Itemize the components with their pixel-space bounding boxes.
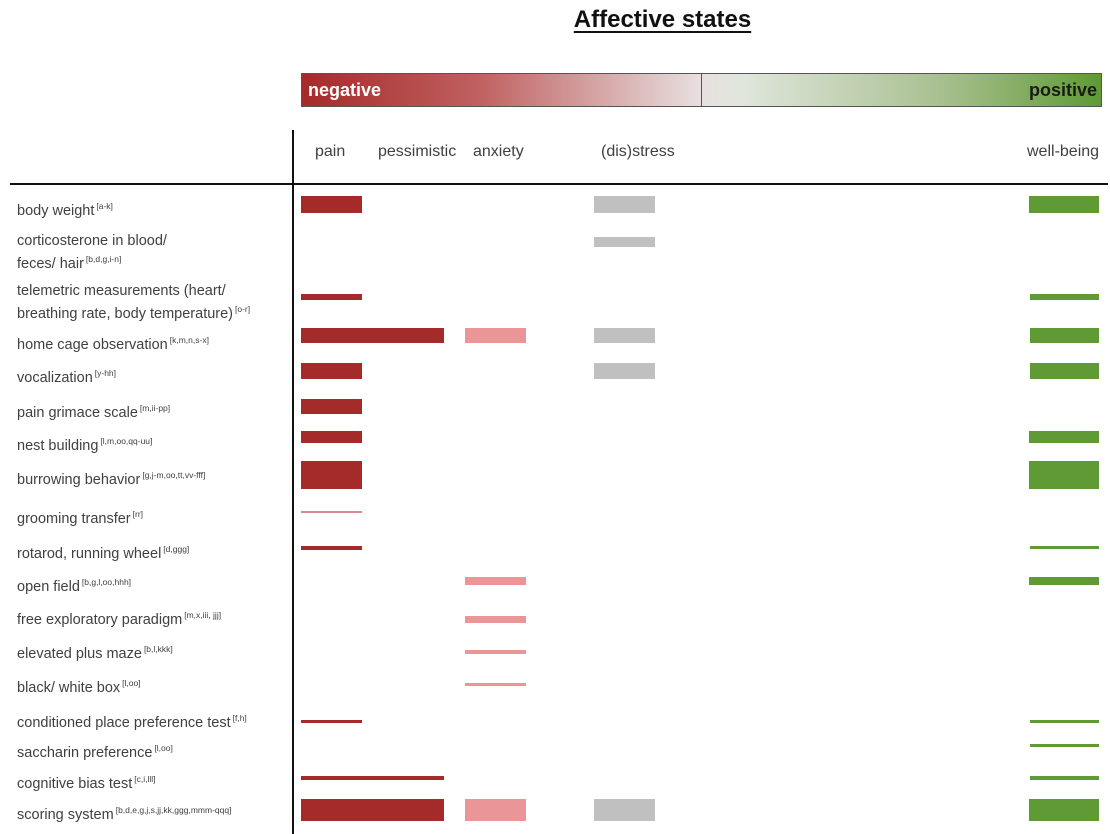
- reference-superscript: [y-hh]: [94, 368, 117, 378]
- indicator-bar-distress: [594, 196, 655, 213]
- indicator-bar-anxiety: [465, 577, 526, 585]
- row-label: grooming transfer [rr]: [17, 509, 144, 527]
- indicator-bar-wellbeing: [1029, 577, 1099, 585]
- reference-superscript: [rr]: [132, 509, 144, 519]
- reference-superscript: [m,ii-pp]: [139, 403, 171, 413]
- reference-superscript: [o-r]: [235, 304, 251, 314]
- indicator-bar-wellbeing: [1029, 799, 1099, 821]
- row-label: vocalization [y-hh]: [17, 368, 117, 386]
- indicator-bar-distress: [594, 237, 655, 247]
- scale-negative-label: negative: [308, 80, 382, 100]
- indicator-bar-grooming: [301, 511, 362, 513]
- column-header-anxiety: anxiety: [473, 143, 524, 160]
- indicator-bar-distress: [594, 328, 655, 343]
- indicator-bar-pain: [301, 461, 362, 489]
- reference-superscript: [k,m,n,s-x]: [169, 335, 209, 345]
- indicator-bar-wellbeing: [1029, 431, 1099, 443]
- indicator-bar-anxiety: [465, 683, 526, 686]
- row-label: scoring system [b,d,e,g,j,s,jj,kk,ggg,mmm…: [17, 805, 232, 823]
- indicator-bar-pain: [301, 720, 362, 723]
- row-label: burrowing behavior [g,j-m,oo,tt,vv-fff]: [17, 470, 206, 488]
- row-label: saccharin preference [l,oo]: [17, 743, 173, 761]
- row-label: conditioned place preference test [f,h]: [17, 713, 247, 731]
- reference-superscript: [f,h]: [232, 713, 247, 723]
- reference-superscript: [a-k]: [96, 201, 113, 211]
- scale-midpoint-divider: [701, 74, 702, 106]
- scale-positive-label: positive: [1028, 80, 1097, 100]
- column-header-pain: pain: [315, 143, 346, 160]
- reference-superscript: [g,j-m,oo,tt,vv-fff]: [142, 470, 206, 480]
- indicator-bar-anxiety: [465, 650, 526, 654]
- indicator-bar-wellbeing: [1029, 461, 1099, 489]
- column-header-pessimistic: pessimistic: [378, 143, 457, 160]
- indicator-bar-pain: [301, 431, 362, 443]
- row-label: body weight [a-k]: [17, 201, 113, 219]
- reference-superscript: [b,d,e,g,j,s,jj,kk,ggg,mmm-qqq]: [115, 805, 232, 815]
- indicator-bar-pain: [301, 546, 362, 550]
- reference-superscript: [l,oo]: [122, 678, 141, 688]
- indicator-bar-anxiety: [465, 799, 526, 821]
- chart-title: Affective states: [573, 6, 752, 33]
- reference-superscript: [d,ggg]: [163, 544, 190, 554]
- row-label: nest building [l,m,oo,qq-uu]: [17, 436, 153, 454]
- indicator-bar-pain: [301, 328, 444, 343]
- indicator-bar-wellbeing: [1030, 720, 1099, 723]
- header-divider-line: [10, 183, 1108, 185]
- indicator-bar-wellbeing: [1030, 546, 1099, 549]
- row-label: black/ white box [l,oo]: [17, 678, 141, 696]
- indicator-bar-pain: [301, 196, 362, 213]
- row-label: rotarod, running wheel [d,ggg]: [17, 544, 190, 562]
- reference-superscript: [b,l,kkk]: [143, 644, 173, 654]
- indicator-bar-anxiety: [465, 616, 526, 623]
- indicator-bar-pain: [301, 294, 362, 300]
- row-label: elevated plus maze [b,l,kkk]: [17, 644, 173, 662]
- reference-superscript: [c,i,lll]: [134, 774, 156, 784]
- indicator-bar-pain: [301, 776, 444, 780]
- row-label: pain grimace scale [m,ii-pp]: [17, 403, 171, 421]
- reference-superscript: [b,d,g,i-n]: [85, 254, 122, 264]
- row-label: open field [b,g,l,oo,hhh]: [17, 577, 132, 595]
- indicator-bar-anxiety: [465, 328, 526, 343]
- indicator-bar-wellbeing: [1030, 294, 1099, 300]
- indicator-bar-wellbeing: [1029, 196, 1099, 213]
- column-header-distress: (dis)stress: [601, 143, 675, 160]
- reference-superscript: [l,m,oo,qq-uu]: [100, 436, 153, 446]
- indicator-bar-distress: [594, 799, 655, 821]
- reference-superscript: [l,oo]: [154, 743, 173, 753]
- affective-scale-bar: negative positive: [301, 73, 1102, 107]
- reference-superscript: [m,x,iii, jjj]: [184, 610, 222, 620]
- indicator-bar-pain: [301, 363, 362, 379]
- indicator-bar-pain: [301, 399, 362, 414]
- row-label: corticosterone in blood/feces/ hair [b,d,…: [17, 233, 167, 272]
- row-label: home cage observation [k,m,n,s-x]: [17, 335, 209, 353]
- indicator-bar-wellbeing: [1030, 776, 1099, 780]
- row-label: cognitive bias test [c,i,lll]: [17, 774, 156, 792]
- column-header-wellbeing: well-being: [1027, 143, 1100, 160]
- row-label: free exploratory paradigm [m,x,iii, jjj]: [17, 610, 222, 628]
- indicator-bar-wellbeing: [1030, 328, 1099, 343]
- indicator-bar-wellbeing: [1030, 363, 1099, 379]
- reference-superscript: [b,g,l,oo,hhh]: [81, 577, 132, 587]
- row-label: telemetric measurements (heart/breathing…: [17, 283, 251, 322]
- vertical-axis-line: [292, 130, 294, 834]
- indicator-bar-distress: [594, 363, 655, 379]
- indicator-bar-wellbeing: [1030, 744, 1099, 747]
- indicator-bar-pain: [301, 799, 444, 821]
